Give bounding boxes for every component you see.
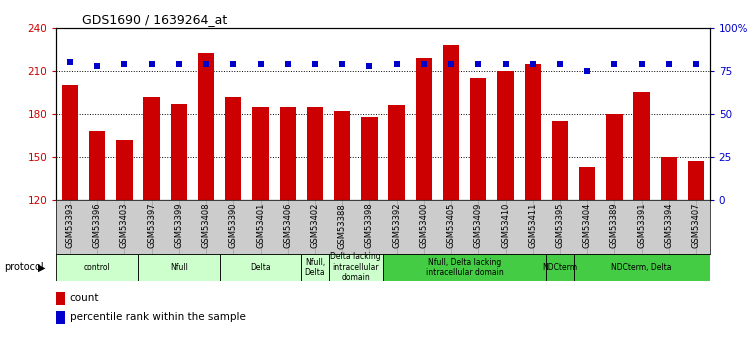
Text: GSM53407: GSM53407 — [692, 203, 701, 248]
Text: GSM53393: GSM53393 — [65, 203, 74, 248]
Text: GSM53390: GSM53390 — [229, 203, 238, 248]
Text: GSM53396: GSM53396 — [92, 203, 101, 248]
Text: GSM53389: GSM53389 — [610, 203, 619, 248]
Bar — [56, 254, 138, 281]
Text: GSM53402: GSM53402 — [310, 203, 319, 248]
Bar — [443, 45, 459, 200]
Bar — [225, 97, 241, 200]
Text: GSM53404: GSM53404 — [583, 203, 592, 248]
Bar — [552, 121, 568, 200]
Bar — [579, 167, 596, 200]
Text: GSM53391: GSM53391 — [637, 203, 646, 248]
Text: NDCterm, Delta: NDCterm, Delta — [611, 263, 672, 272]
Text: GSM53388: GSM53388 — [338, 203, 347, 248]
Text: percentile rank within the sample: percentile rank within the sample — [70, 313, 246, 322]
Bar — [334, 111, 350, 200]
Bar — [138, 254, 219, 281]
Text: Nfull, Delta lacking
intracellular domain: Nfull, Delta lacking intracellular domai… — [426, 258, 504, 277]
Text: GSM53394: GSM53394 — [665, 203, 674, 248]
Bar — [661, 157, 677, 200]
Text: GSM53405: GSM53405 — [447, 203, 456, 248]
Text: ▶: ▶ — [38, 263, 45, 272]
Bar — [547, 254, 574, 281]
Text: GSM53392: GSM53392 — [392, 203, 401, 248]
Text: control: control — [84, 263, 110, 272]
Text: Delta lacking
intracellular
domain: Delta lacking intracellular domain — [330, 253, 381, 282]
Bar — [361, 117, 378, 200]
Bar — [388, 105, 405, 200]
Bar — [219, 254, 301, 281]
Text: GSM53409: GSM53409 — [474, 203, 483, 248]
Bar — [606, 114, 623, 200]
Text: GSM53403: GSM53403 — [120, 203, 129, 248]
Bar — [89, 131, 105, 200]
Bar — [116, 140, 132, 200]
Bar — [470, 78, 487, 200]
Text: GSM53398: GSM53398 — [365, 203, 374, 248]
Text: Nfull: Nfull — [170, 263, 188, 272]
Text: GSM53410: GSM53410 — [501, 203, 510, 248]
Bar — [252, 107, 269, 200]
Bar — [416, 58, 432, 200]
Text: Nfull,
Delta: Nfull, Delta — [305, 258, 325, 277]
Text: Delta: Delta — [250, 263, 271, 272]
Bar — [143, 97, 160, 200]
Text: GSM53399: GSM53399 — [174, 203, 183, 248]
Text: GSM53406: GSM53406 — [283, 203, 292, 248]
Text: protocol: protocol — [4, 263, 44, 272]
Bar — [524, 63, 541, 200]
Bar — [279, 107, 296, 200]
Bar — [170, 104, 187, 200]
Text: count: count — [70, 294, 99, 303]
Bar — [497, 71, 514, 200]
Bar — [688, 161, 704, 200]
Bar — [62, 85, 78, 200]
Bar — [574, 254, 710, 281]
Bar — [328, 254, 383, 281]
Text: GSM53400: GSM53400 — [419, 203, 428, 248]
Bar — [306, 107, 323, 200]
Text: GSM53401: GSM53401 — [256, 203, 265, 248]
Text: GSM53397: GSM53397 — [147, 203, 156, 248]
Bar — [198, 53, 214, 200]
Bar — [301, 254, 328, 281]
Text: GSM53395: GSM53395 — [556, 203, 565, 248]
Text: GSM53411: GSM53411 — [528, 203, 537, 248]
Text: GDS1690 / 1639264_at: GDS1690 / 1639264_at — [83, 13, 228, 27]
Text: GSM53408: GSM53408 — [201, 203, 210, 248]
Bar — [633, 92, 650, 200]
Text: NDCterm: NDCterm — [542, 263, 578, 272]
Bar — [383, 254, 547, 281]
